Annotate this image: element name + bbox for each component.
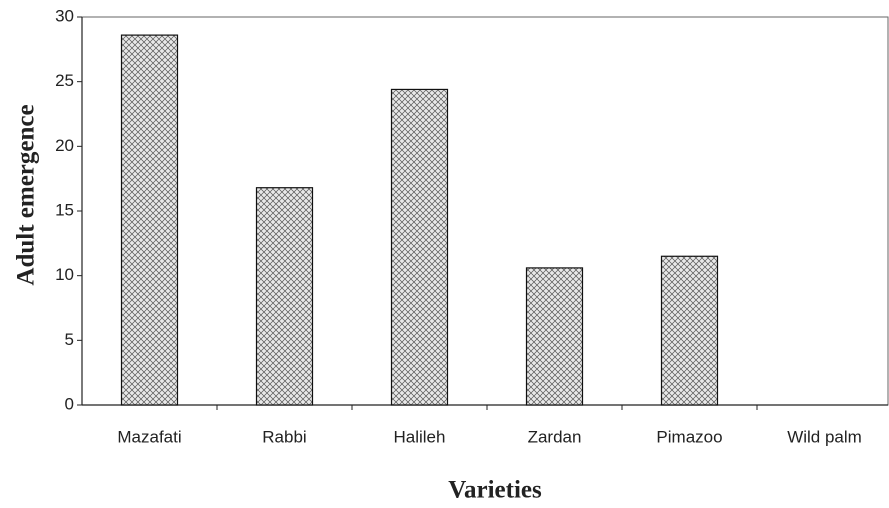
y-tick-label: 0 (65, 394, 74, 413)
x-tick-label: Zardan (528, 427, 582, 446)
bar (120, 34, 179, 406)
y-tick-label: 15 (55, 200, 74, 219)
y-tick-label: 5 (65, 330, 74, 349)
plot-frame (81, 16, 889, 406)
y-tick-label: 10 (55, 265, 74, 284)
bar (525, 267, 584, 406)
bar (255, 187, 314, 406)
x-axis-title: Varieties (448, 477, 542, 504)
y-tick-label: 30 (55, 6, 74, 25)
x-tick-label: Mazafati (117, 427, 181, 446)
x-tick-label: Rabbi (262, 427, 306, 446)
bar (390, 88, 449, 406)
y-axis-title: Adult emergence (13, 104, 40, 285)
y-tick-label: 25 (55, 71, 74, 90)
x-tick-label: Pimazoo (656, 427, 722, 446)
bar (660, 255, 719, 406)
x-tick-label: Wild palm (787, 427, 862, 446)
y-tick-label: 20 (55, 136, 74, 155)
x-tick-label: Halileh (394, 427, 446, 446)
